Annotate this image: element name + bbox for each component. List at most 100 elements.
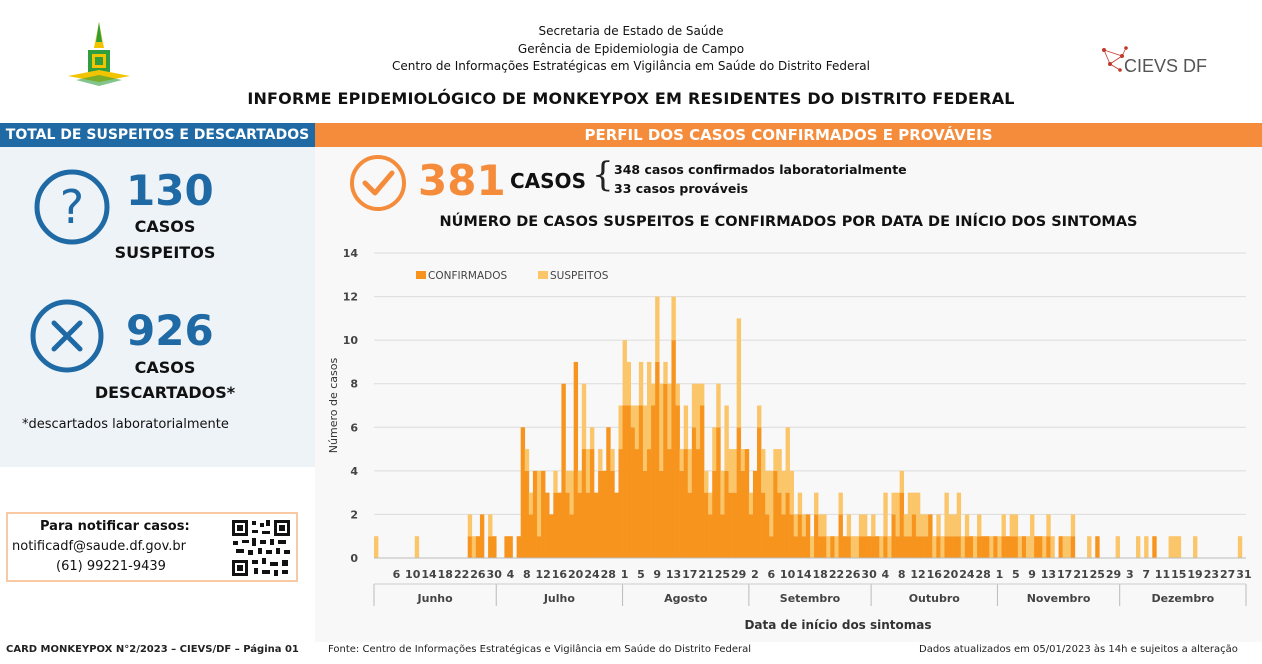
x-tick-label: 10 — [405, 568, 421, 581]
bar-suspect — [488, 514, 493, 537]
x-tick-label: 5 — [1012, 568, 1020, 581]
bar-suspect — [887, 536, 892, 558]
x-tick-label: 16 — [552, 568, 568, 581]
bar-confirmed — [516, 536, 521, 558]
bar-confirmed — [793, 536, 799, 558]
bar-confirmed — [585, 492, 591, 558]
bar-confirmed — [915, 536, 921, 558]
bar-suspect — [467, 514, 473, 537]
bar-suspect — [879, 536, 884, 558]
bar-suspect — [838, 492, 843, 515]
bar-suspect — [826, 536, 831, 558]
bar-confirmed — [761, 492, 766, 558]
bar-confirmed — [765, 514, 770, 558]
bar-suspect — [1009, 514, 1015, 537]
qr-code-icon[interactable] — [230, 518, 292, 578]
check-circle-icon — [350, 155, 406, 211]
bar-suspect — [1176, 536, 1182, 558]
bar-confirmed — [479, 514, 485, 558]
bar-confirmed — [467, 536, 473, 558]
bar-suspect — [748, 492, 754, 515]
bar-confirmed — [504, 536, 509, 558]
discarded-footnote: *descartados laboratorialmente — [22, 417, 229, 432]
bar-suspect — [667, 383, 672, 450]
left-section-header: TOTAL DE SUSPEITOS E DESCARTADOS — [0, 123, 315, 147]
bar-confirmed — [626, 405, 632, 558]
bar-suspect — [1237, 536, 1243, 558]
bar-suspect — [952, 514, 957, 537]
notify-email[interactable]: notificadf@saude.df.gov.br — [12, 539, 187, 554]
x-tick-label: 26 — [845, 568, 861, 581]
bar-suspect — [524, 449, 530, 471]
bar-confirmed — [573, 361, 579, 558]
month-label: Dezembro — [1151, 592, 1214, 605]
bar-suspect — [850, 536, 856, 558]
bar-confirmed — [532, 470, 538, 558]
bar-confirmed — [569, 514, 574, 558]
bar-confirmed — [891, 514, 896, 558]
bar-confirmed — [598, 470, 603, 558]
bar-suspect — [1115, 536, 1120, 558]
bar-confirmed — [769, 536, 774, 558]
bar-confirmed — [691, 427, 697, 558]
bar-suspect — [810, 536, 815, 558]
close-circle-icon — [30, 299, 104, 373]
bar-confirmed — [814, 514, 819, 558]
bar-confirmed — [695, 449, 701, 558]
x-tick-label: 1 — [996, 568, 1004, 581]
bar-suspect — [671, 296, 676, 341]
x-tick-label: 9 — [1028, 568, 1036, 581]
header-line-1: Secretaria de Estado de Saúde — [538, 24, 724, 38]
x-tick-label: 1 — [621, 568, 629, 581]
x-tick-label: 2 — [751, 568, 759, 581]
bar-confirmed — [883, 536, 888, 558]
bar-suspect — [883, 492, 888, 537]
month-label: Agosto — [664, 592, 708, 605]
bar-suspect — [1042, 536, 1047, 558]
bar-suspect — [659, 383, 664, 471]
legend-label-suspect: SUSPEITOS — [550, 270, 609, 282]
bar-confirmed — [647, 449, 652, 558]
y-tick-label: 4 — [350, 465, 358, 478]
bar-confirmed — [838, 514, 843, 558]
bar-suspect — [716, 383, 721, 428]
bar-confirmed — [638, 405, 644, 558]
bar-confirmed — [928, 514, 933, 558]
bar-confirmed — [862, 536, 868, 558]
y-tick-label: 2 — [350, 508, 358, 521]
bar-confirmed — [549, 514, 554, 558]
bar-confirmed — [545, 492, 550, 558]
bar-confirmed — [952, 536, 957, 558]
bar-confirmed — [524, 470, 530, 558]
bar-confirmed — [744, 449, 750, 558]
bar-confirmed — [736, 427, 742, 558]
month-label: Novembro — [1027, 592, 1091, 605]
x-tick-label: 29 — [731, 568, 746, 581]
bar-suspect — [781, 470, 786, 515]
bar-suspect — [679, 449, 684, 471]
header-line-2: Gerência de Epidemiologia de Campo — [517, 42, 745, 56]
footer-card-id: CARD MONKEYPOX N°2/2023 – CIEVS/DF – Pág… — [6, 644, 299, 655]
notify-title: Para notificar casos: — [40, 519, 190, 534]
notify-phone[interactable]: (61) 99221-9439 — [56, 559, 166, 574]
bar-confirmed — [1034, 536, 1039, 558]
x-tick-label: 4 — [507, 568, 515, 581]
bar-confirmed — [773, 470, 778, 558]
bar-suspect — [948, 514, 953, 537]
bar-confirmed — [981, 536, 986, 558]
bar-suspect — [940, 536, 945, 558]
bar-confirmed — [541, 470, 546, 558]
bar-suspect — [585, 449, 591, 493]
bar-suspect — [960, 536, 966, 558]
bar-confirmed — [1070, 536, 1076, 558]
page-title: INFORME EPIDEMIOLÓGICO DE MONKEYPOX EM R… — [247, 89, 1015, 108]
discarded-count: 926 — [126, 306, 214, 355]
bar-confirmed — [594, 492, 599, 558]
bar-confirmed — [732, 492, 737, 558]
bar-suspect — [891, 492, 896, 515]
cievs-logo-text: CIEVS DF — [1124, 56, 1208, 76]
bar-suspect — [989, 536, 994, 558]
notify-box: Para notificar casos: notificadf@saude.d… — [6, 512, 298, 582]
bar-suspect — [528, 492, 534, 515]
cievs-logo: CIEVS DF — [1100, 46, 1220, 86]
